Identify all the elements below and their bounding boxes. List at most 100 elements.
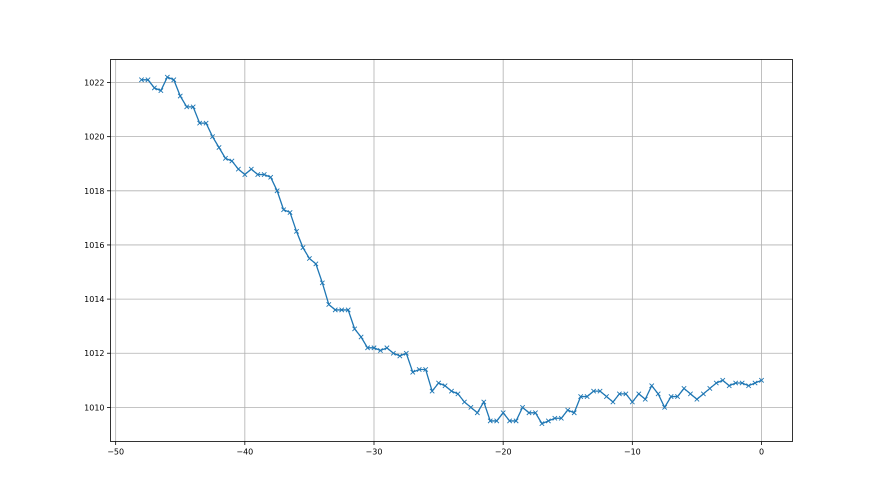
y-tick-label: 1010 [84,403,104,412]
data-point-marker [352,326,358,332]
data-point-marker [623,391,629,397]
data-point-marker [474,410,480,416]
data-point-marker [436,380,442,386]
data-point-marker [636,391,642,397]
series-line [141,76,762,425]
data-point-marker [687,391,693,397]
data-point-marker [571,410,577,416]
data-point-marker [242,172,248,178]
data-point-marker [138,77,145,83]
y-tick-label: 1022 [84,79,104,88]
data-point-marker [158,88,164,94]
x-tick-label: −50 [107,448,124,457]
data-point-marker [616,391,622,397]
data-point-marker [700,391,706,397]
data-point-marker [539,421,545,427]
data-point-marker [345,307,351,313]
data-point-marker [481,399,487,405]
data-point-marker [668,394,674,400]
data-point-marker [416,366,422,373]
grid [110,59,793,442]
data-point-marker [713,380,719,386]
data-point-marker [578,394,584,400]
data-point-marker [526,410,532,416]
x-axis: −50 −40 −30 −20 −10 0 [107,441,764,457]
data-point-marker [507,418,513,424]
data-point-marker [597,388,603,394]
data-point-marker [326,301,332,308]
x-tick-label: −30 [366,448,383,457]
data-point-marker [758,377,765,383]
x-tick-label: 0 [759,448,764,457]
data-point-marker [494,418,500,424]
data-point-marker [655,391,661,397]
y-tick-label: 1018 [84,187,104,196]
data-point-marker [313,261,319,267]
data-point-marker [184,104,190,110]
data-point-marker [423,366,429,373]
data-point-marker [384,345,390,351]
data-point-marker [261,172,267,178]
data-point-marker [500,410,506,416]
x-tick-label: −10 [624,448,641,457]
data-point-marker [610,399,616,405]
y-tick-label: 1012 [84,349,104,358]
data-point-marker [255,172,261,178]
data-point-marker [164,74,170,80]
data-point-marker [649,383,655,389]
data-point-marker [591,388,597,394]
series [138,74,765,427]
x-tick-label: −40 [236,448,253,457]
data-point-marker [358,334,364,340]
data-point-marker [545,418,551,424]
data-point-marker [707,385,713,391]
data-point-marker [300,245,306,251]
data-point-marker [675,394,681,400]
data-point-marker [319,280,325,286]
data-point-marker [274,188,280,194]
data-point-marker [410,369,416,375]
data-point-marker [461,399,467,405]
data-point-marker [293,228,300,234]
data-point-marker [390,350,396,356]
data-point-marker [197,120,203,126]
data-point-marker [248,166,254,172]
data-point-marker [171,77,177,83]
data-point-marker [552,415,558,421]
data-point-marker [681,385,687,391]
data-point-marker [287,209,293,215]
data-point-marker [268,174,274,180]
data-point-marker [339,307,345,313]
data-point-marker [662,404,668,410]
data-point-marker [210,134,216,140]
data-point-marker [216,144,222,151]
data-point-marker [726,383,732,389]
data-point-marker [377,348,383,354]
data-point-marker [455,391,461,397]
data-point-marker [190,104,196,110]
data-point-marker [487,418,493,424]
y-tick-label: 1016 [84,241,104,250]
y-tick-label: 1020 [84,133,104,142]
data-point-marker [235,166,241,172]
data-point-marker [281,207,287,213]
y-axis: 1010 1012 1014 1016 1018 1020 1022 [84,79,111,412]
data-point-marker [365,345,371,351]
data-point-marker [429,388,435,394]
data-point-marker [694,396,700,402]
data-point-marker [403,350,409,356]
data-point-marker [520,404,526,410]
data-point-marker [371,345,377,351]
data-point-marker [532,410,538,416]
y-tick-label: 1014 [84,295,104,304]
data-point-marker [442,383,448,389]
data-point-marker [332,307,338,313]
data-point-marker [397,353,403,359]
data-point-marker [746,383,752,389]
data-point-marker [733,380,739,386]
data-point-marker [720,377,726,383]
data-point-marker [145,77,151,83]
data-point-marker [306,255,312,262]
data-point-marker [558,415,564,421]
